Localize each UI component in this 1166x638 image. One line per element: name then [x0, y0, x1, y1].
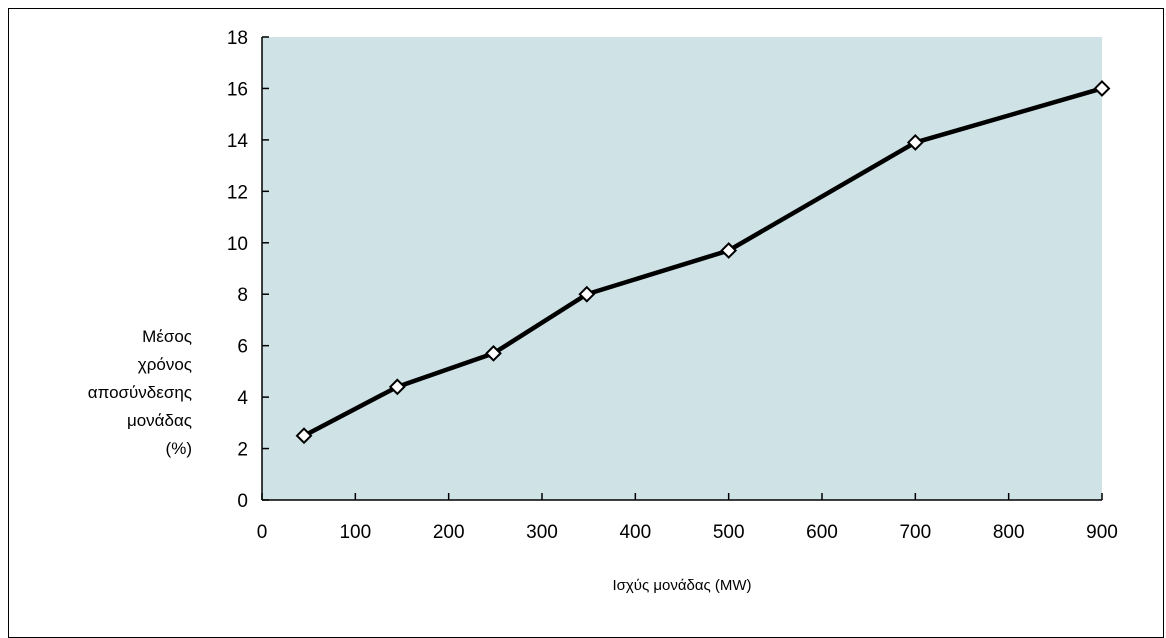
data-point — [485, 344, 502, 362]
y-tick-label: 10 — [227, 234, 248, 255]
y-axis-title: Μέσος χρόνος αποσύνδεσης μονάδας (%) — [88, 327, 192, 458]
y-axis: 0 2 4 6 8 10 12 14 16 18 — [227, 28, 269, 512]
x-axis-title: Ισχύς μονάδας (MW) — [612, 577, 751, 594]
y-tick-label: 14 — [227, 131, 249, 152]
y-tick-label: 8 — [237, 285, 248, 306]
y-axis-title-line: χρόνος — [138, 355, 192, 374]
x-tick-label: 700 — [899, 522, 931, 543]
data-point — [578, 285, 596, 303]
x-tick-label: 300 — [526, 522, 558, 543]
x-tick-label: 100 — [339, 522, 371, 543]
x-tick-label: 600 — [806, 522, 838, 543]
x-axis: 0 100 200 300 400 500 600 700 800 900 — [257, 493, 1118, 543]
x-tick-label: 900 — [1086, 522, 1118, 543]
x-tick-label: 0 — [257, 522, 268, 543]
y-tick-label: 6 — [237, 337, 248, 358]
y-tick-label: 16 — [227, 79, 248, 100]
data-point — [720, 242, 738, 259]
y-axis-title-line: μονάδας — [127, 411, 192, 430]
y-tick-label: 0 — [237, 491, 248, 512]
plot-area — [262, 37, 1102, 500]
y-tick-label: 12 — [227, 182, 248, 203]
x-tick-label: 500 — [713, 522, 745, 543]
y-axis-title-line: αποσύνδεσης — [88, 383, 192, 402]
data-point — [295, 427, 313, 445]
y-tick-label: 4 — [237, 388, 248, 409]
data-point — [1093, 80, 1111, 97]
x-tick-label: 800 — [993, 522, 1025, 543]
y-tick-label: 18 — [227, 28, 248, 49]
y-tick-label: 2 — [237, 440, 248, 461]
y-axis-title-line: (%) — [166, 439, 192, 458]
y-axis-title-line: Μέσος — [142, 327, 192, 346]
data-point — [388, 378, 406, 396]
x-tick-label: 200 — [433, 522, 465, 543]
x-tick-label: 400 — [619, 522, 651, 543]
data-point — [906, 134, 924, 151]
series-layer — [295, 80, 1111, 445]
